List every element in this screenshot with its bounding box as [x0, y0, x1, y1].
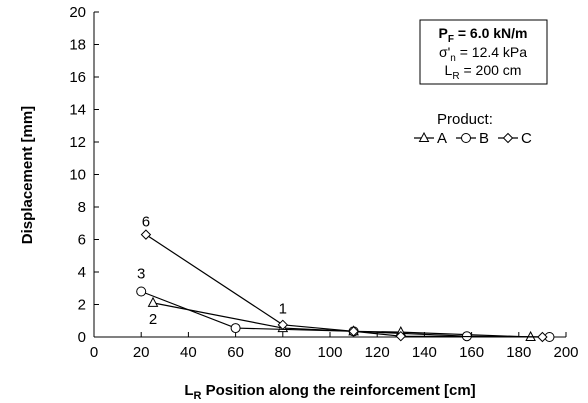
legend-item-C: C [498, 130, 532, 147]
x-tick-label: 80 [274, 344, 291, 361]
data-point-C [140, 229, 152, 240]
legend: Product: A B C [414, 111, 532, 147]
annotation-label: 2 [149, 311, 157, 328]
legend-marker-C [502, 132, 514, 144]
x-axis-ticks: 0 20 40 60 80 100 120 140 160 180 200 [90, 332, 579, 361]
parameter-sigma-n: σ'n = 12.4 kPa [439, 44, 527, 64]
data-point-C [348, 326, 359, 337]
y-axis-ticks: 0 2 4 6 8 10 12 14 16 18 20 [69, 4, 99, 346]
y-tick-label: 2 [78, 297, 86, 314]
annotation-label: 3 [137, 266, 145, 283]
y-tick-label: 4 [78, 264, 86, 281]
series-B [136, 286, 555, 342]
x-tick-label: 160 [459, 344, 484, 361]
annotation-label: 1 [279, 300, 287, 317]
legend-items: A B C [414, 130, 532, 147]
y-tick-label: 16 [69, 69, 86, 86]
parameter-box-frame [419, 19, 548, 85]
data-point-C [277, 319, 289, 331]
x-tick-label: 200 [553, 344, 578, 361]
data-series [136, 229, 555, 343]
legend-marker-B [461, 133, 471, 143]
x-tick-label: 60 [227, 344, 244, 361]
parameter-lr: LR = 200 cm [445, 62, 522, 82]
data-point-A [147, 296, 159, 307]
x-tick-label: 180 [506, 344, 531, 361]
legend-label: C [521, 130, 532, 147]
y-axis-title: Displacement [mm] [19, 106, 36, 244]
y-tick-label: 18 [69, 37, 86, 54]
y-tick-label: 6 [78, 232, 86, 249]
point-annotations: 6 3 2 1 [137, 214, 287, 329]
x-tick-label: 100 [317, 344, 342, 361]
x-tick-label: 120 [365, 344, 390, 361]
legend-label: A [437, 130, 447, 147]
x-tick-label: 140 [412, 344, 437, 361]
parameter-box: PF = 6.0 kN/m σ'n = 12.4 kPa LR = 200 cm [419, 19, 548, 85]
data-point-C [395, 330, 407, 342]
parameter-pf: PF = 6.0 kN/m [439, 25, 528, 45]
series-line-A [152, 302, 531, 338]
y-tick-label: 8 [78, 199, 86, 216]
data-point-B [136, 286, 147, 297]
x-tick-label: 0 [90, 344, 98, 361]
legend-title: Product: [437, 111, 493, 128]
legend-item-A: A [414, 130, 447, 147]
series-line-C [145, 234, 543, 338]
annotation-label: 6 [142, 214, 150, 231]
series-A [147, 296, 536, 341]
legend-item-B: B [456, 130, 489, 147]
data-point-C [537, 331, 548, 343]
series-C [140, 229, 548, 343]
x-tick-label: 40 [180, 344, 197, 361]
legend-marker-A [418, 131, 430, 142]
x-tick-label: 20 [133, 344, 150, 361]
y-tick-label: 0 [78, 329, 86, 346]
y-tick-label: 12 [69, 134, 86, 151]
y-tick-label: 10 [69, 167, 86, 184]
y-tick-label: 20 [69, 4, 86, 21]
x-axis-title: LR Position along the reinforcement [cm] [184, 382, 475, 402]
data-point-B [230, 323, 241, 334]
y-tick-label: 14 [69, 102, 86, 119]
legend-label: B [479, 130, 489, 147]
